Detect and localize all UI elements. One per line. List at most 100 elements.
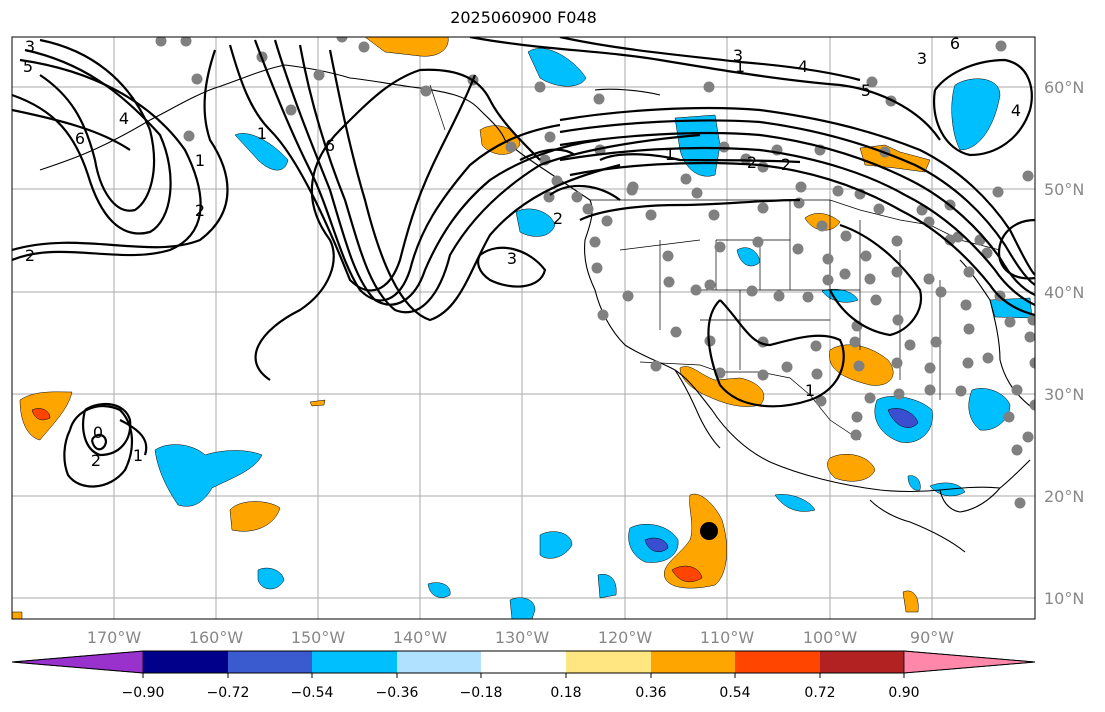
station-marker: [691, 187, 703, 199]
station-marker: [1011, 444, 1023, 456]
station-marker: [703, 81, 715, 93]
station-marker: [866, 76, 878, 88]
contour-label: 6: [950, 34, 960, 53]
station-marker: [571, 191, 583, 203]
contour-label: 6: [325, 136, 335, 155]
station-marker: [982, 352, 994, 364]
station-marker: [781, 361, 793, 373]
longitude-label: 140°W: [393, 628, 448, 647]
station-marker: [708, 209, 720, 221]
station-marker: [891, 357, 903, 369]
latitude-labels: 60°N 50°N 40°N 30°N 20°N 10°N: [1044, 78, 1084, 608]
station-marker: [757, 202, 769, 214]
station-marker: [924, 384, 936, 396]
station-marker: [1004, 316, 1016, 328]
station-marker: [955, 385, 967, 397]
station-marker: [601, 215, 613, 227]
station-marker: [746, 285, 758, 297]
station-marker: [704, 335, 716, 347]
station-marker: [892, 314, 904, 326]
colorbar-bin: [397, 651, 481, 673]
colorbar-bin: [312, 651, 397, 673]
station-marker: [183, 130, 195, 142]
station-marker: [680, 173, 692, 185]
contour-label: 5: [23, 57, 33, 76]
graticule: [12, 37, 1035, 619]
station-marker: [313, 69, 325, 81]
station-marker: [891, 266, 903, 278]
station-marker: [864, 273, 876, 285]
longitude-label: 110°W: [700, 628, 755, 647]
colorbar-bin: [228, 651, 312, 673]
colorbar-tick-label: 0.36: [635, 685, 666, 701]
station-marker: [663, 276, 675, 288]
station-marker: [935, 286, 947, 298]
colorbar-extend-low: [11, 650, 144, 674]
contour-label: 4: [119, 109, 129, 128]
station-marker: [795, 181, 807, 193]
station-marker: [849, 336, 861, 348]
station-marker: [718, 141, 730, 153]
station-marker: [505, 141, 517, 153]
longitude-label: 170°W: [87, 628, 142, 647]
contour-label: 2: [553, 209, 563, 228]
station-marker: [851, 411, 863, 423]
station-marker: [622, 290, 634, 302]
colorbar-extend-high: [903, 650, 1036, 674]
station-marker: [870, 294, 882, 306]
colorbar-bin: [820, 651, 904, 673]
station-marker: [815, 395, 827, 407]
station-marker: [420, 85, 432, 97]
station-marker: [1003, 411, 1015, 423]
colorbar-tick-label: −0.90: [122, 685, 165, 701]
station-marker: [589, 236, 601, 248]
contour-label: 1: [805, 381, 815, 400]
map-title: 2025060900 F048: [450, 8, 597, 27]
colorbar-bin: [566, 651, 651, 673]
station-marker: [840, 230, 852, 242]
station-marker: [670, 326, 682, 338]
station-marker: [962, 357, 974, 369]
station-marker: [650, 360, 662, 372]
colorbar-bin: [143, 651, 228, 673]
contour-label: 3: [917, 49, 927, 68]
station-marker: [582, 203, 594, 215]
contour-label: 0: [93, 423, 103, 442]
station-marker: [960, 299, 972, 311]
colorbar-bin: [481, 651, 566, 673]
station-marker: [1014, 497, 1026, 509]
latitude-label: 30°N: [1044, 385, 1084, 404]
contour-lines: [12, 37, 1035, 488]
station-marker: [1024, 331, 1035, 343]
plot-frame: [11, 36, 1036, 620]
colorbar-tick-label: 0.90: [888, 685, 919, 701]
station-marker: [1011, 384, 1023, 396]
station-marker: [1022, 170, 1034, 182]
colorbar-tick-label: −0.36: [376, 685, 419, 701]
contour-label: 2: [91, 451, 101, 470]
station-marker: [810, 340, 822, 352]
contour-label: 2: [781, 155, 791, 174]
contour-label: 2: [25, 246, 35, 265]
colorbar-tick-label: −0.72: [207, 685, 250, 701]
latitude-label: 60°N: [1044, 78, 1084, 97]
contour-label: 1: [257, 124, 267, 143]
station-marker: [822, 253, 834, 265]
station-marker: [893, 388, 905, 400]
station-marker: [864, 392, 876, 404]
colorbar-tick-label: −0.54: [291, 685, 334, 701]
station-marker: [285, 104, 297, 116]
station-marker: [822, 274, 834, 286]
station-marker: [1027, 314, 1035, 326]
station-marker: [1022, 431, 1034, 443]
station-marker: [358, 41, 370, 53]
contour-label: 4: [1011, 101, 1021, 120]
station-marker: [850, 429, 862, 441]
latitude-label: 20°N: [1044, 487, 1084, 506]
station-marker: [992, 186, 1004, 198]
longitude-label: 120°W: [598, 628, 653, 647]
latitude-label: 40°N: [1044, 283, 1084, 302]
station-marker: [191, 73, 203, 85]
colorbar: −0.90 −0.72 −0.54 −0.36 −0.18 0.18 0.36 0.54 0.7…: [11, 650, 1036, 701]
